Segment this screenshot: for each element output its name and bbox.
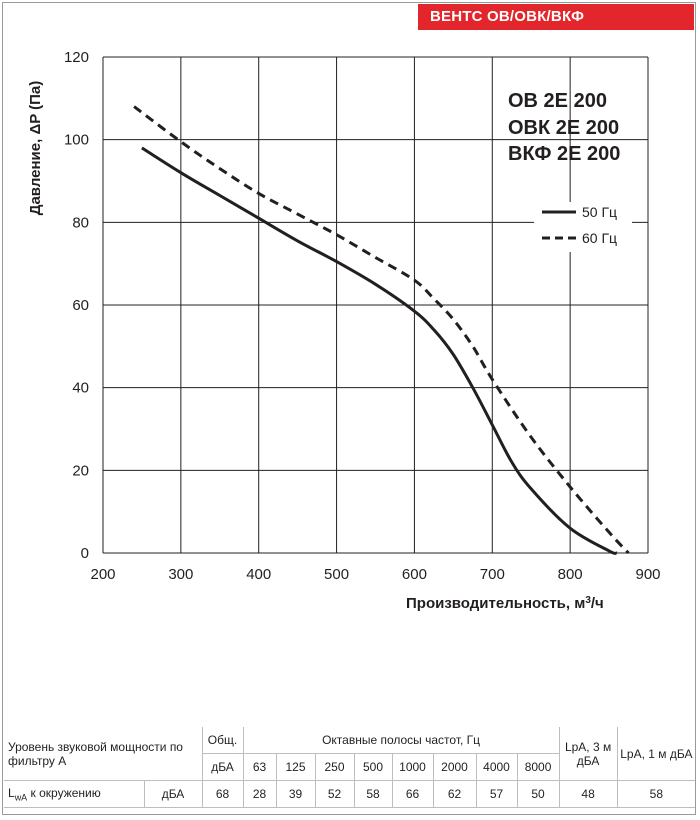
pressure-flow-chart: 200 300 400 500 600 700 800 900020406080100120 … <box>27 49 661 613</box>
y-tick-label: 60 <box>72 297 89 314</box>
freq-63: 63 <box>242 753 277 781</box>
lpa3-header: LpA, 3 м дБА <box>558 727 618 781</box>
lwa-500: 58 <box>353 780 393 808</box>
freq-1000: 1000 <box>391 753 434 781</box>
x-tick-label: 500 <box>324 566 349 583</box>
freq-2000: 2000 <box>432 753 477 781</box>
total-unit: дБА <box>201 753 244 781</box>
model-name-ov: ОВ 2Е 200 <box>508 90 607 112</box>
freq-250: 250 <box>314 753 355 781</box>
x-tick-label: 200 <box>90 566 115 583</box>
noise-frequency-row: дБА 63 125 250 500 1000 2000 4000 8000 <box>4 753 695 781</box>
lpa1-value: 58 <box>616 780 696 808</box>
noise-table: Уровень звуковой мощности по фильтру А О… <box>4 727 696 808</box>
lwa-1000: 66 <box>391 780 434 808</box>
x-axis-label: Производительность, м3/ч <box>406 595 604 613</box>
curve-60hz <box>133 105 630 555</box>
x-tick-label: 700 <box>480 566 505 583</box>
lwa-2000: 62 <box>432 780 477 808</box>
lwa-4000: 57 <box>475 780 518 808</box>
total-header: Общ. <box>201 727 244 754</box>
lpa3-value: 48 <box>558 780 618 808</box>
legend: 50 Гц 60 Гц <box>534 202 632 252</box>
axis-ticks: 200 300 400 500 600 700 800 900 0 20 40 60 80 100 120 <box>64 49 661 583</box>
model-name-ovk: ОВК 2Е 200 <box>508 117 619 139</box>
octave-header: Октавные полосы частот, Гц <box>242 727 560 754</box>
legend-background <box>534 202 632 252</box>
brand-banner: ВЕНТС ОВ/ОВК/ВКФ <box>418 4 694 30</box>
lpa1-header: LpA, 1 м дБА <box>616 727 696 781</box>
lwa-250: 52 <box>314 780 355 808</box>
x-tick-label: 800 <box>558 566 583 583</box>
lwa-8000: 50 <box>516 780 560 808</box>
lwa-125: 39 <box>275 780 316 808</box>
y-tick-label: 0 <box>81 545 89 562</box>
y-tick-label: 80 <box>72 214 89 231</box>
x-tick-label: 400 <box>246 566 271 583</box>
y-tick-label: 120 <box>64 49 89 66</box>
y-tick-label: 40 <box>72 380 89 397</box>
chart-grid <box>102 56 649 554</box>
curves <box>133 105 630 555</box>
legend-label-50hz: 50 Гц <box>582 204 617 220</box>
x-tick-label: 600 <box>402 566 427 583</box>
freq-125: 125 <box>275 753 316 781</box>
y-tick-label: 100 <box>64 132 89 149</box>
noise-header-row: Уровень звуковой мощности по фильтру А О… <box>4 727 696 781</box>
noise-row-title: Уровень звуковой мощности по фильтру А <box>4 727 203 781</box>
freq-4000: 4000 <box>475 753 518 781</box>
freq-8000: 8000 <box>516 753 560 781</box>
lwa-label: LwA к окружению <box>4 780 145 808</box>
x-tick-label: 900 <box>635 566 660 583</box>
lwa-unit: дБА <box>143 780 203 808</box>
model-name-vkf: ВКФ 2Е 200 <box>508 143 620 165</box>
y-tick-label: 20 <box>72 462 89 479</box>
freq-500: 500 <box>353 753 393 781</box>
legend-label-60hz: 60 Гц <box>582 230 617 246</box>
y-axis-label: Давление, ΔP (Па) <box>27 81 44 215</box>
lwa-total: 68 <box>201 780 244 808</box>
x-tick-label: 300 <box>168 566 193 583</box>
noise-value-row: LwA к окружению дБА 68 28 39 52 58 66 62… <box>4 780 696 808</box>
curve-50hz <box>141 146 618 555</box>
lwa-63: 28 <box>242 780 277 808</box>
